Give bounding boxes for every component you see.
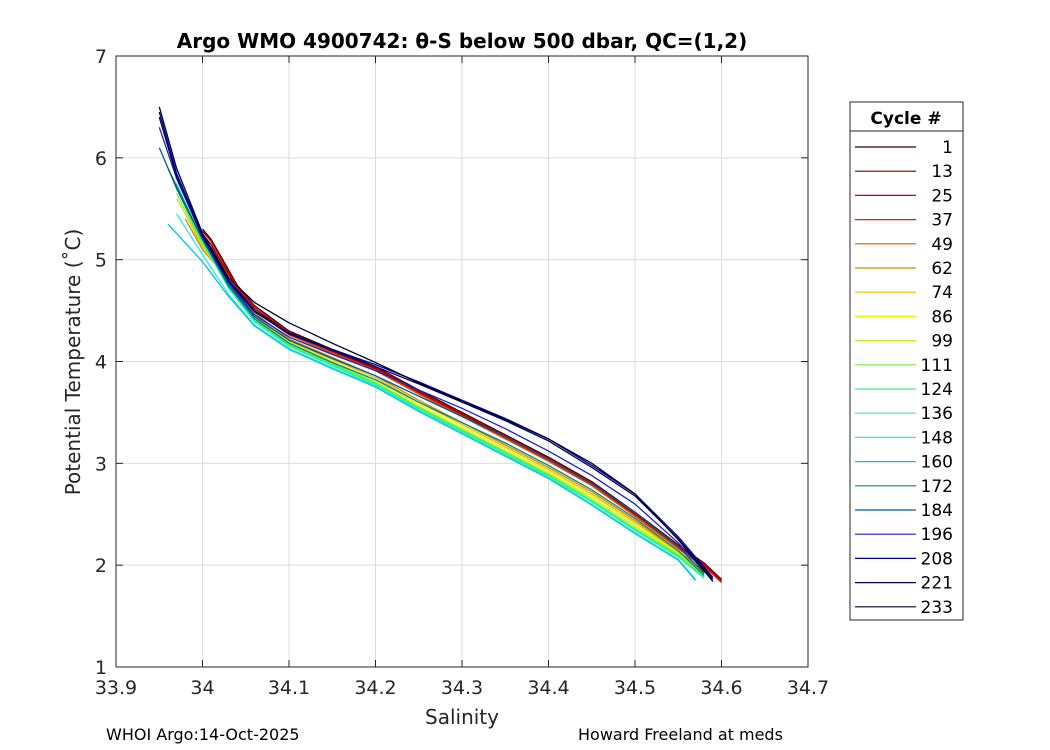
y-tick-label: 5 [95, 250, 107, 272]
legend-entry-label: 37 [931, 211, 953, 231]
legend-entries: 1 13 25 37 49 62 74 86 99 111 124 136 148 160 172 184 19… [855, 138, 953, 618]
legend-entry-label: 221 [921, 574, 953, 594]
legend-entry-label: 111 [921, 356, 953, 376]
series-line-cycle-136 [175, 183, 705, 579]
y-axis-label: Potential Temperature (˚C) [61, 229, 85, 496]
legend-entry-label: 86 [931, 307, 953, 327]
legend-entry-label: 196 [921, 525, 953, 545]
x-tick-label: 34 [190, 677, 214, 699]
x-tick-label: 34.4 [527, 677, 569, 699]
chart-title: Argo WMO 4900742: θ-S below 500 dbar, QC… [177, 29, 747, 53]
legend: Cycle # 1 13 25 37 49 62 74 86 99 111 124 136 148 160… [849, 101, 964, 621]
legend-entry-label: 62 [931, 259, 953, 279]
x-tick-label: 33.9 [95, 677, 137, 699]
y-tick-label: 1 [95, 657, 107, 679]
legend-entry-label: 99 [931, 332, 953, 352]
x-tick-label: 34.3 [441, 677, 483, 699]
legend-entry-label: 208 [921, 549, 953, 569]
legend-entry-label: 13 [931, 162, 953, 182]
legend-entry-label: 124 [921, 380, 953, 400]
footer-author: Howard Freeland at meds [578, 725, 783, 744]
series-line-cycle-160 [167, 223, 696, 581]
series-line-cycle-172 [167, 167, 705, 576]
axis-ticks [115, 55, 809, 668]
legend-entry-label: 74 [931, 283, 953, 303]
legend-entry-label: 1 [942, 138, 953, 158]
x-tick-labels: 33.9 34 34.1 34.2 34.3 34.4 34.5 34.6 34.7 [95, 677, 829, 699]
y-tick-label: 6 [95, 148, 107, 170]
x-axis-label: Salinity [425, 705, 499, 729]
legend-entry-label: 148 [921, 428, 953, 448]
legend-entry-label: 49 [931, 235, 953, 255]
x-tick-label: 34.7 [787, 677, 829, 699]
y-tick-label: 7 [95, 46, 107, 68]
x-tick-label: 34.6 [700, 677, 742, 699]
series-layer [158, 106, 722, 583]
y-tick-label: 2 [95, 555, 107, 577]
y-tick-label: 4 [95, 352, 107, 374]
x-tick-label: 34.1 [268, 677, 310, 699]
legend-title: Cycle # [870, 109, 941, 129]
series-line-cycle-148 [175, 213, 696, 580]
legend-entry-label: 233 [921, 598, 953, 618]
y-tick-labels: 1 2 3 4 5 6 7 [95, 46, 107, 679]
series-line-cycle-221 [158, 116, 714, 580]
x-tick-label: 34.2 [354, 677, 396, 699]
legend-entry-label: 184 [921, 501, 953, 521]
footer-credit-date: WHOI Argo:14-Oct-2025 [106, 725, 300, 744]
legend-entry-label: 136 [921, 404, 953, 424]
legend-entry-label: 25 [931, 186, 953, 206]
legend-entry-label: 172 [921, 477, 953, 497]
series-line-cycle-184 [158, 147, 705, 574]
y-tick-label: 3 [95, 453, 107, 475]
legend-entry-label: 160 [921, 453, 953, 473]
x-tick-label: 34.5 [614, 677, 656, 699]
series-line-cycle-233 [158, 106, 714, 582]
